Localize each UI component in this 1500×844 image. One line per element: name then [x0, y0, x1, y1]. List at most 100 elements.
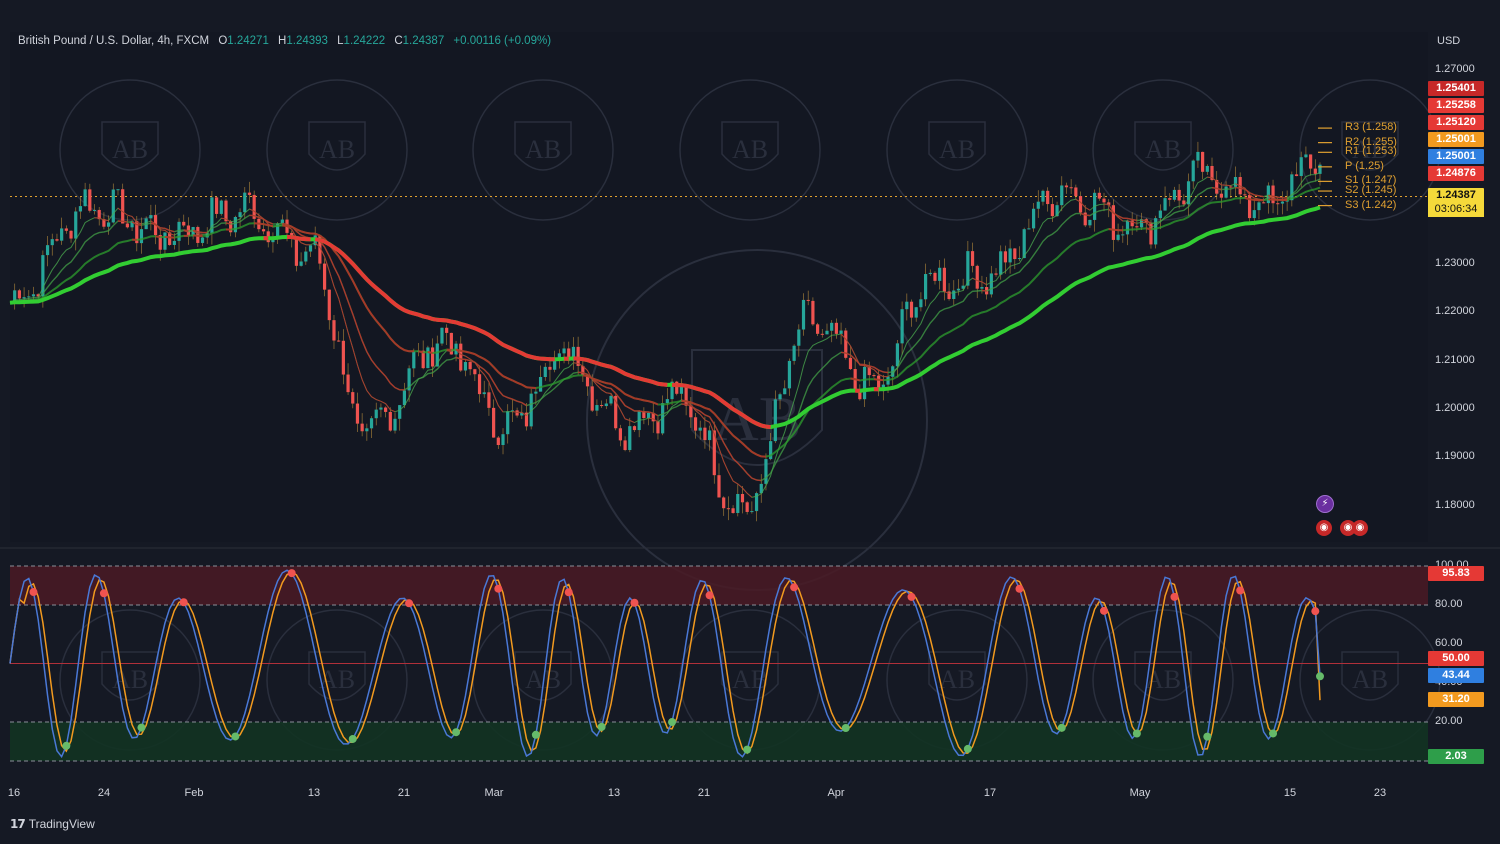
moving-average-down-segment	[619, 389, 626, 395]
candle-body	[632, 426, 637, 431]
candle-body	[1036, 201, 1040, 209]
watermark-shield	[721, 121, 779, 171]
candle-body	[524, 412, 529, 427]
bear-cross-marker	[1236, 586, 1245, 595]
moving-average-down-segment	[1108, 204, 1114, 213]
moving-average-down-segment	[1244, 188, 1250, 194]
moving-average-down-segment	[332, 245, 340, 253]
moving-average-down-segment	[389, 298, 397, 306]
moving-average-down-segment	[873, 378, 879, 381]
moving-average-down-segment	[389, 382, 396, 389]
candle-body	[1060, 185, 1064, 206]
candle-body	[1107, 202, 1111, 206]
candle-body	[121, 189, 125, 224]
moving-average-down-segment	[136, 221, 142, 225]
moving-average-down-segment	[1254, 194, 1260, 197]
moving-average-down-segment	[732, 407, 739, 414]
moving-average-down-segment	[695, 408, 701, 412]
moving-average-down-segment	[455, 320, 462, 326]
moving-average-down-segment	[492, 366, 500, 373]
candle-body	[412, 351, 416, 369]
moving-average-down-segment	[483, 374, 490, 383]
candle-body	[1027, 228, 1031, 230]
moving-average-down-segment	[488, 361, 495, 368]
moving-average-down-segment	[314, 237, 321, 243]
price-pane[interactable]	[9, 127, 1332, 522]
watermark-text: AB	[319, 135, 355, 164]
moving-average-down-segment	[319, 238, 326, 244]
candle-body	[355, 403, 360, 424]
moving-average-down-segment	[1268, 194, 1274, 198]
moving-average-down-segment	[465, 358, 471, 362]
candle-body	[811, 300, 815, 325]
candle-body	[468, 362, 472, 370]
bear-cross-marker	[705, 591, 714, 600]
bull-cross-marker	[231, 732, 240, 741]
bull-cross-marker	[1057, 723, 1066, 732]
lightning-event-icon[interactable]: ⚡	[1316, 495, 1334, 513]
moving-average-down-segment	[717, 396, 725, 404]
candle-body	[618, 428, 622, 441]
candle-body	[642, 411, 646, 419]
watermark-text: AB	[1352, 665, 1388, 694]
candle-body	[1078, 196, 1083, 213]
moving-average-down-segment	[469, 359, 476, 363]
moving-average-down-segment	[455, 356, 461, 360]
moving-average-down-segment	[521, 412, 527, 416]
moving-average-down-segment	[169, 233, 175, 236]
moving-average-down-segment	[366, 351, 373, 361]
moving-average-down-segment	[460, 349, 466, 353]
candle-body	[299, 261, 303, 266]
watermark-circle	[886, 79, 1028, 221]
candle-body	[459, 343, 463, 371]
tradingview-logo[interactable]: 𝟭𝟳 TradingView	[10, 817, 95, 831]
candle-body	[923, 274, 928, 300]
moving-average-down-segment	[375, 320, 382, 327]
time-tick-label: 13	[307, 787, 321, 799]
moving-average-down-segment	[286, 224, 292, 228]
moving-average-down-segment	[596, 379, 602, 383]
candle-body	[346, 374, 350, 393]
candle-body	[830, 322, 834, 331]
moving-average-down-segment	[365, 277, 373, 286]
candle-body	[703, 427, 707, 441]
moving-average-down-segment	[455, 348, 462, 352]
oscillator-pane[interactable]	[9, 565, 1428, 762]
candle-body	[92, 209, 97, 211]
candle-body	[609, 395, 613, 404]
moving-average-down-segment	[390, 409, 396, 413]
candle-body	[1215, 179, 1219, 194]
candle-body	[717, 475, 721, 498]
moving-average-down-segment	[164, 229, 170, 235]
moving-average-down-segment	[493, 381, 499, 391]
moving-average-down-segment	[356, 289, 364, 300]
moving-average-down-segment	[497, 405, 504, 413]
moving-average-down-segment	[864, 365, 870, 369]
us-flag-event-icon[interactable]: ◉	[1316, 520, 1332, 536]
watermark-shield	[101, 651, 159, 701]
candle-body	[740, 493, 745, 503]
moving-average-down-segment	[319, 247, 326, 257]
moving-average-down-segment	[512, 410, 518, 413]
candle-body	[243, 192, 247, 213]
candle-body	[651, 412, 655, 422]
moving-average-down-segment	[582, 357, 588, 363]
candle-body	[341, 340, 345, 375]
price-tick-label: 1.18000	[1435, 498, 1475, 511]
moving-average-down-segment	[483, 330, 490, 337]
moving-average-down-segment	[446, 350, 452, 352]
moving-average-down-segment	[427, 315, 434, 321]
moving-average-down-segment	[413, 311, 419, 317]
candle-body	[623, 440, 627, 451]
watermark-circle	[266, 79, 408, 221]
moving-average-down-segment	[741, 413, 749, 420]
uk-flag-event-icon-2[interactable]: ◉	[1352, 520, 1368, 536]
candle-body	[1102, 198, 1106, 203]
moving-average-down-segment	[648, 417, 654, 420]
candle-body	[1309, 154, 1313, 169]
symbol-title: British Pound / U.S. Dollar, 4h, FXCM	[18, 35, 210, 47]
pivot-label: R1 (1.253)	[1345, 145, 1397, 158]
candle-body	[1210, 165, 1214, 180]
moving-average-down-segment	[507, 377, 513, 382]
